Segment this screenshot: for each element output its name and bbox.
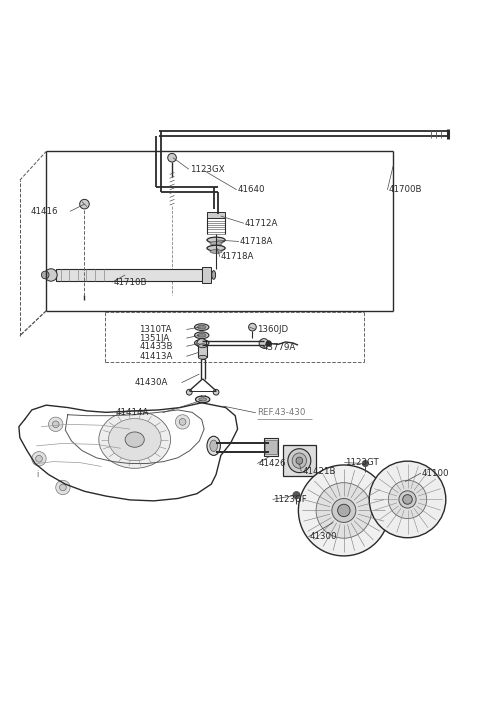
Circle shape: [259, 338, 269, 348]
Circle shape: [266, 341, 271, 345]
Text: 41300: 41300: [310, 532, 337, 541]
Ellipse shape: [207, 245, 225, 251]
Ellipse shape: [288, 448, 311, 472]
Circle shape: [32, 452, 46, 466]
Ellipse shape: [212, 271, 216, 279]
Ellipse shape: [199, 398, 206, 401]
Circle shape: [36, 455, 42, 462]
Ellipse shape: [207, 436, 220, 455]
Text: 43779A: 43779A: [263, 343, 296, 352]
Text: REF.43-430: REF.43-430: [257, 408, 305, 417]
Ellipse shape: [197, 341, 206, 345]
Text: 41640: 41640: [238, 185, 265, 195]
Circle shape: [48, 417, 63, 431]
Text: 41718A: 41718A: [221, 252, 254, 262]
Circle shape: [168, 154, 176, 162]
Text: 41718A: 41718A: [240, 237, 274, 246]
Text: 41430A: 41430A: [135, 378, 168, 387]
Text: 41100: 41100: [422, 469, 449, 477]
Circle shape: [41, 271, 49, 278]
Circle shape: [52, 421, 59, 428]
Text: 1310TA: 1310TA: [140, 325, 172, 334]
Ellipse shape: [197, 333, 206, 337]
Bar: [198, 345, 207, 357]
Ellipse shape: [296, 457, 303, 465]
Text: 41414A: 41414A: [116, 408, 149, 417]
Circle shape: [197, 338, 206, 348]
Ellipse shape: [108, 419, 161, 460]
Text: 41710B: 41710B: [113, 278, 147, 287]
Text: 41700B: 41700B: [388, 185, 422, 195]
Circle shape: [213, 389, 219, 395]
Circle shape: [45, 269, 57, 281]
Text: 41421B: 41421B: [302, 467, 336, 476]
Ellipse shape: [99, 411, 170, 468]
Text: 1351JA: 1351JA: [140, 333, 170, 343]
Bar: [56, 269, 202, 281]
Ellipse shape: [266, 443, 273, 453]
Ellipse shape: [194, 340, 209, 346]
Text: 1123GT: 1123GT: [345, 458, 379, 467]
Text: 1123GF: 1123GF: [274, 495, 307, 504]
Text: i: i: [36, 470, 39, 479]
Ellipse shape: [210, 250, 222, 253]
Ellipse shape: [210, 440, 217, 452]
Text: 41712A: 41712A: [245, 219, 278, 228]
Bar: [265, 440, 277, 455]
Bar: [283, 445, 316, 476]
Bar: [202, 266, 211, 283]
Text: 41413A: 41413A: [140, 352, 173, 361]
Circle shape: [293, 492, 300, 498]
Ellipse shape: [125, 432, 144, 447]
Ellipse shape: [292, 453, 307, 468]
Circle shape: [175, 415, 190, 429]
Text: 41426: 41426: [258, 459, 286, 468]
Ellipse shape: [195, 396, 210, 403]
Circle shape: [369, 461, 446, 538]
Ellipse shape: [194, 324, 209, 331]
Text: 41416: 41416: [30, 207, 58, 216]
Circle shape: [337, 504, 350, 517]
Circle shape: [299, 465, 389, 556]
Circle shape: [316, 483, 372, 538]
Text: 1360JD: 1360JD: [257, 325, 288, 334]
Bar: [264, 439, 278, 456]
Circle shape: [186, 389, 192, 395]
Ellipse shape: [198, 344, 207, 348]
Circle shape: [332, 498, 356, 522]
Circle shape: [249, 324, 256, 331]
Circle shape: [60, 484, 66, 491]
Ellipse shape: [210, 241, 222, 245]
Circle shape: [388, 480, 427, 519]
Circle shape: [362, 460, 368, 467]
Ellipse shape: [198, 355, 207, 360]
Ellipse shape: [207, 237, 225, 243]
Circle shape: [56, 480, 70, 495]
Circle shape: [179, 419, 186, 425]
Ellipse shape: [194, 332, 209, 338]
Circle shape: [403, 495, 412, 504]
Bar: [207, 212, 225, 219]
Circle shape: [80, 200, 89, 209]
Ellipse shape: [197, 325, 206, 329]
Text: 1123GX: 1123GX: [190, 165, 224, 173]
Text: 41433B: 41433B: [140, 342, 173, 351]
Circle shape: [399, 491, 416, 508]
